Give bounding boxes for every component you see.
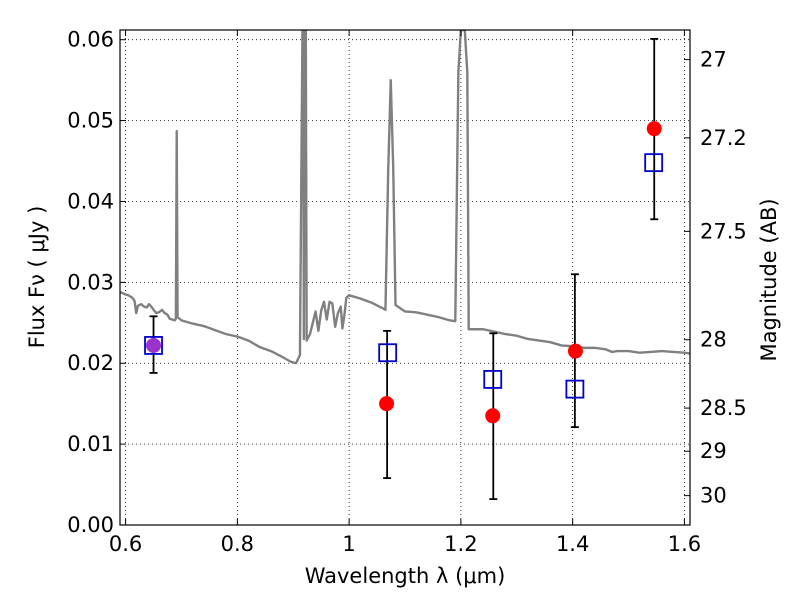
measured-flux-point: [146, 337, 162, 353]
y-tick-label: 0.00: [67, 513, 114, 537]
x-tick-label: 1.2: [444, 532, 477, 556]
grid: [120, 30, 690, 525]
measured-flux-point: [379, 396, 395, 412]
x-tick-label: 1.6: [668, 532, 701, 556]
measured-flux-point: [567, 343, 583, 359]
x-tick-label: 1.4: [556, 532, 589, 556]
plot-frame: [119, 29, 691, 526]
model-flux-square: [483, 370, 503, 389]
right-axis-label: Magnitude (AB): [757, 198, 781, 361]
y-tick-label: 0.05: [67, 109, 114, 133]
x-axis-label: Wavelength λ (μm): [305, 564, 506, 588]
plot-marks: [120, 30, 690, 501]
right-tick-label: 27.5: [700, 219, 747, 243]
right-tick-label: 28.5: [700, 396, 747, 420]
right-tick-label: 27: [700, 48, 727, 72]
y-tick-label: 0.02: [67, 351, 114, 375]
axes: 0.6 0.8 1 1.2 1.4 1.6 0.00 0.01 0.02 0.03 0.04 0.05…: [67, 28, 747, 556]
x-tick-label: 0.6: [109, 532, 142, 556]
right-tick-label: 30: [700, 484, 727, 508]
model-spectrum-line: [120, 30, 690, 365]
x-tick-label: 0.8: [221, 532, 254, 556]
right-tick-label: 28: [700, 328, 727, 352]
y-tick-label: 0.01: [67, 432, 114, 456]
measured-flux-point: [485, 408, 501, 424]
y-tick-label: 0.04: [67, 189, 114, 213]
y-tick-label: 0.03: [67, 270, 114, 294]
y-axis-label: Flux Fν ( μJy ): [25, 206, 49, 349]
model-flux-square: [565, 379, 585, 399]
model-flux-square: [644, 153, 664, 173]
y-tick-label: 0.06: [67, 28, 114, 52]
x-tick-label: 1: [342, 532, 355, 556]
right-tick-label: 29: [700, 439, 727, 463]
model-flux-square: [144, 336, 163, 355]
right-tick-label: 27.2: [700, 126, 747, 150]
measured-flux-point: [646, 121, 662, 137]
model-flux-square: [378, 343, 398, 363]
